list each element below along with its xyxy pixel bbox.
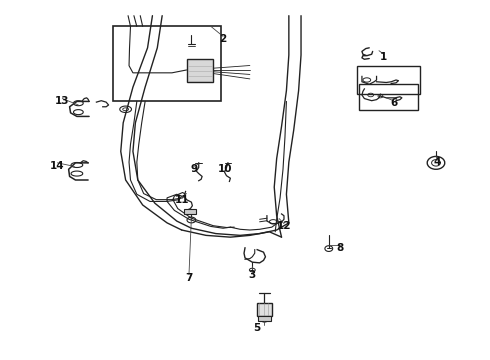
Text: 1: 1	[380, 52, 388, 62]
Bar	[114, 26, 220, 102]
Text: 12: 12	[277, 221, 291, 231]
Bar	[258, 316, 271, 321]
Text: 14: 14	[50, 161, 65, 171]
Bar	[187, 59, 213, 82]
Text: 9: 9	[190, 164, 197, 174]
Bar	[357, 66, 420, 94]
Text: 4: 4	[434, 157, 441, 167]
Text: 6: 6	[390, 98, 397, 108]
Bar	[257, 303, 272, 316]
Text: 2: 2	[220, 34, 227, 44]
Bar	[360, 84, 418, 111]
Bar	[184, 208, 196, 214]
Text: 5: 5	[253, 323, 261, 333]
Text: 8: 8	[336, 243, 343, 253]
Text: 3: 3	[249, 270, 256, 280]
Text: 11: 11	[174, 195, 189, 204]
Text: 13: 13	[55, 96, 70, 107]
Text: 10: 10	[218, 164, 233, 174]
Text: 7: 7	[185, 273, 193, 283]
